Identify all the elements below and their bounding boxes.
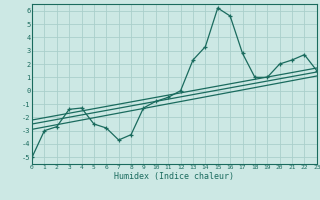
X-axis label: Humidex (Indice chaleur): Humidex (Indice chaleur): [115, 172, 234, 181]
